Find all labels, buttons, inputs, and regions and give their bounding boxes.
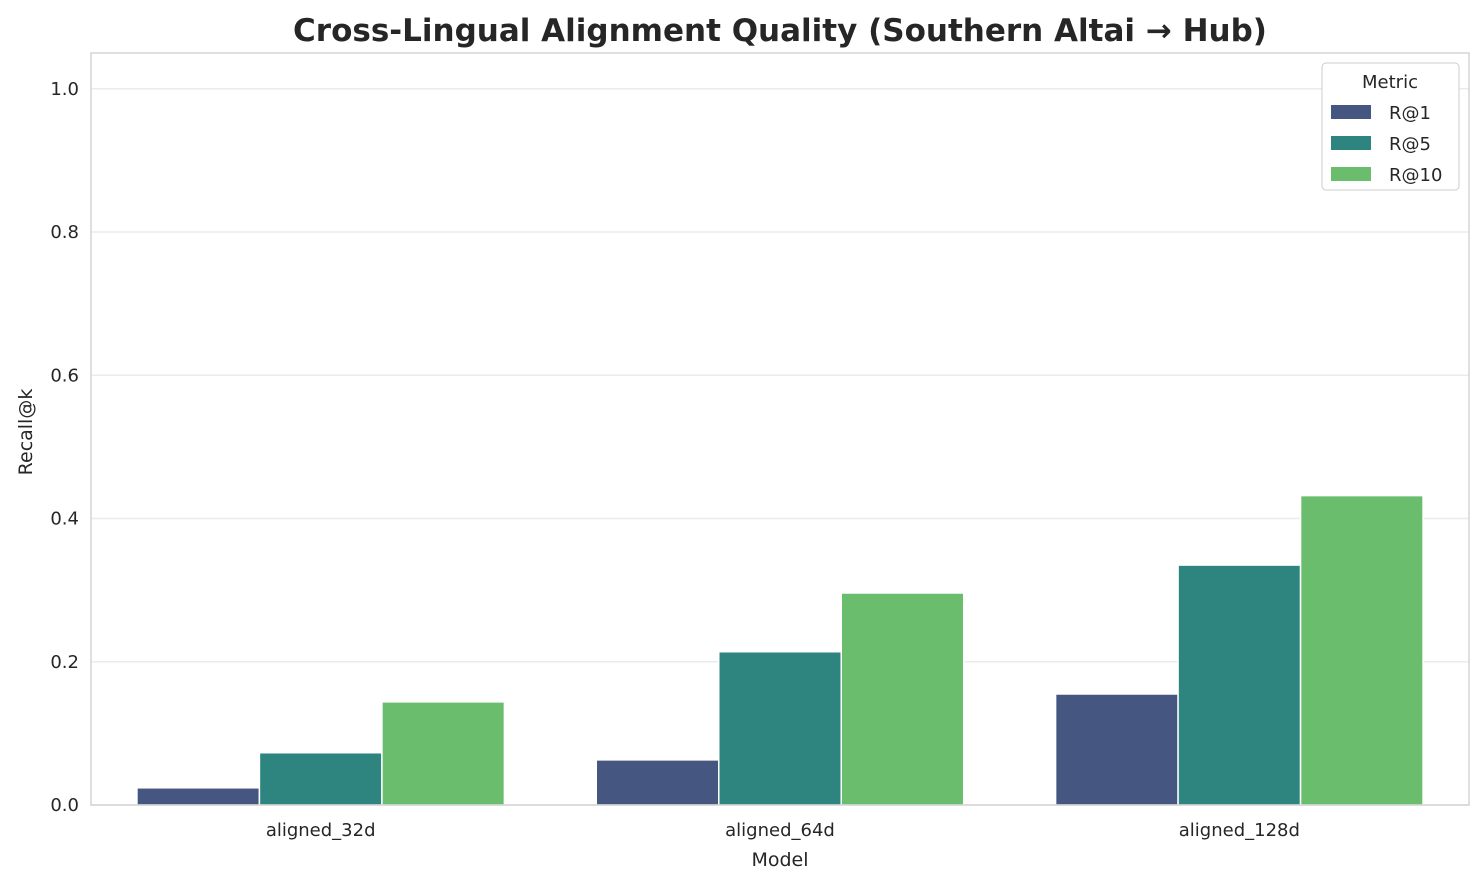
- bar-R@1-aligned_32d: [136, 787, 261, 806]
- legend-label: R@1: [1389, 103, 1431, 124]
- bar-R@10-aligned_128d: [1299, 494, 1424, 806]
- chart-title: Cross-Lingual Alignment Quality (Souther…: [293, 13, 1267, 49]
- plot-frame: [90, 52, 1470, 806]
- bars: [136, 494, 1424, 806]
- bar-R@5-aligned_64d: [718, 650, 842, 806]
- legend-label: R@10: [1389, 165, 1442, 186]
- x-axis: aligned_32d aligned_64d aligned_128d: [266, 820, 1300, 841]
- bar-R@1-aligned_128d: [1054, 693, 1179, 806]
- y-tick-label: 1.0: [50, 79, 79, 100]
- y-tick-label: 0.6: [50, 365, 79, 386]
- legend-swatch-R@5: [1331, 136, 1371, 150]
- x-axis-label: Model: [751, 849, 808, 871]
- legend-box: [1321, 62, 1460, 191]
- legend-title: Metric: [1362, 72, 1418, 93]
- legend-swatch-R@1: [1331, 105, 1371, 119]
- legend: Metric R@1 R@5 R@10: [1321, 62, 1460, 191]
- bar-R@5-aligned_32d: [258, 751, 383, 806]
- x-tick-label: aligned_32d: [266, 820, 376, 841]
- y-tick-label: 0.8: [50, 222, 79, 243]
- bar-R@10-aligned_32d: [381, 701, 506, 806]
- legend-swatch-R@10: [1331, 167, 1371, 181]
- x-tick-label: aligned_128d: [1179, 820, 1300, 841]
- bar-R@1-aligned_64d: [595, 759, 720, 806]
- y-axis: 0.0 0.2 0.4 0.6 0.8 1.0: [50, 79, 79, 816]
- y-tick-label: 0.4: [50, 509, 79, 530]
- y-axis-label: Recall@k: [15, 389, 37, 476]
- legend-label: R@5: [1389, 134, 1431, 155]
- y-tick-label: 0.2: [50, 652, 79, 673]
- bar-R@5-aligned_128d: [1177, 564, 1302, 806]
- y-tick-label: 0.0: [50, 795, 79, 816]
- x-tick-label: aligned_64d: [725, 820, 835, 841]
- bar-R@10-aligned_64d: [840, 592, 965, 806]
